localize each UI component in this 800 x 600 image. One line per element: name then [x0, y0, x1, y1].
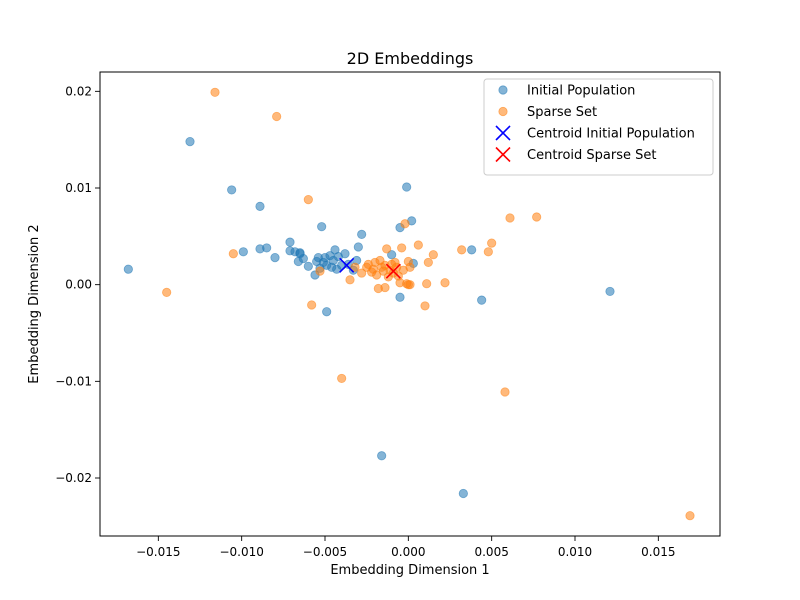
initial-population-point	[605, 286, 615, 297]
legend-label: Sparse Set	[527, 105, 597, 120]
sparse-set-point	[500, 387, 510, 397]
x-axis-label: Embedding Dimension 1	[330, 563, 489, 578]
x-tick-label: −0.010	[219, 545, 263, 559]
chart-title: 2D Embeddings	[347, 49, 474, 68]
sparse-set-point	[350, 262, 360, 272]
x-tick-label: −0.005	[303, 545, 347, 559]
legend-label: Centroid Sparse Set	[527, 148, 657, 163]
initial-population-point	[402, 182, 412, 192]
sparse-set-point	[307, 300, 317, 310]
initial-population-point	[322, 307, 332, 317]
sparse-set-point	[337, 373, 347, 384]
x-tick-label: 0.010	[558, 545, 592, 559]
sparse-set-point	[428, 250, 438, 260]
legend-label: Initial Population	[527, 84, 635, 99]
legend-swatch	[495, 146, 511, 163]
sparse-set-point	[228, 249, 238, 259]
sparse-set-point	[382, 244, 392, 254]
sparse-set-point	[357, 268, 367, 278]
sparse-set-point	[162, 287, 172, 297]
legend-swatch	[498, 106, 508, 117]
initial-population-point	[270, 253, 280, 263]
x-tick-label: 0.015	[641, 545, 675, 559]
legend: Initial Population Sparse Set Centroid Ini…	[483, 78, 714, 176]
sparse-set-point	[405, 280, 415, 290]
initial-population-point	[285, 237, 295, 247]
legend-box	[483, 78, 714, 176]
sparse-set-point	[272, 111, 282, 122]
initial-population-point	[467, 245, 477, 255]
initial-population-point	[255, 201, 265, 211]
sparse-set-point	[400, 219, 410, 229]
initial-population-point	[340, 249, 350, 259]
sparse-set-point	[422, 279, 432, 289]
initial-population-point	[377, 451, 387, 461]
sparse-set-point	[532, 212, 542, 222]
sparse-set-point	[380, 282, 390, 293]
sparse-set-point	[210, 87, 220, 97]
sparse-set-point	[315, 266, 325, 276]
legend-swatch	[495, 125, 511, 141]
x-tick-label: 0.000	[391, 545, 425, 559]
initial-population-point	[357, 229, 367, 239]
y-tick-label: −0.01	[55, 374, 92, 388]
initial-population-point	[227, 185, 237, 195]
plot-points-layer	[123, 87, 695, 521]
sparse-set-point	[487, 238, 497, 248]
sparse-set-point	[405, 262, 415, 272]
initial-population-point	[185, 137, 195, 147]
initial-population-point	[298, 253, 308, 264]
initial-population-point	[238, 247, 248, 257]
initial-population-point	[353, 242, 363, 252]
y-tick-label: 0.00	[65, 278, 92, 292]
initial-population-point	[395, 292, 405, 302]
sparse-set-point	[420, 301, 430, 311]
initial-population-point	[458, 488, 468, 499]
sparse-set-point	[685, 511, 695, 521]
sparse-set-point	[457, 245, 467, 255]
initial-population-point	[317, 222, 327, 232]
sparse-set-point	[423, 257, 433, 268]
initial-population-point	[262, 243, 272, 253]
initial-population-point	[123, 264, 133, 274]
initial-population-point	[303, 261, 313, 271]
x-tick-label: 0.005	[474, 545, 508, 559]
centroid-sparse-set-marker	[385, 263, 401, 279]
y-axis-label: Embedding Dimension 2	[27, 224, 42, 383]
initial-population-point	[477, 295, 487, 305]
legend-label: Centroid Initial Population	[527, 127, 695, 142]
y-tick-label: 0.01	[65, 181, 92, 195]
x-tick-label: −0.015	[136, 545, 180, 559]
initial-population-point	[387, 250, 397, 260]
sparse-set-point	[483, 247, 493, 257]
x-axis-ticks: −0.015 −0.010 −0.005 0.000 0.005 0.010 0.015	[136, 536, 676, 559]
centroid-initial-population-marker	[339, 257, 355, 273]
y-axis-ticks: −0.02 −0.01 0.00 0.01 0.02	[55, 84, 100, 485]
y-tick-label: 0.02	[65, 84, 92, 98]
axes-frame	[99, 71, 721, 537]
sparse-set-point	[440, 278, 450, 288]
sparse-set-point	[397, 243, 407, 253]
legend-swatch	[498, 85, 508, 95]
sparse-set-point	[505, 213, 515, 223]
sparse-set-point	[413, 240, 423, 250]
sparse-set-point	[345, 275, 355, 285]
y-tick-label: −0.02	[55, 471, 92, 485]
sparse-set-point	[303, 195, 313, 205]
